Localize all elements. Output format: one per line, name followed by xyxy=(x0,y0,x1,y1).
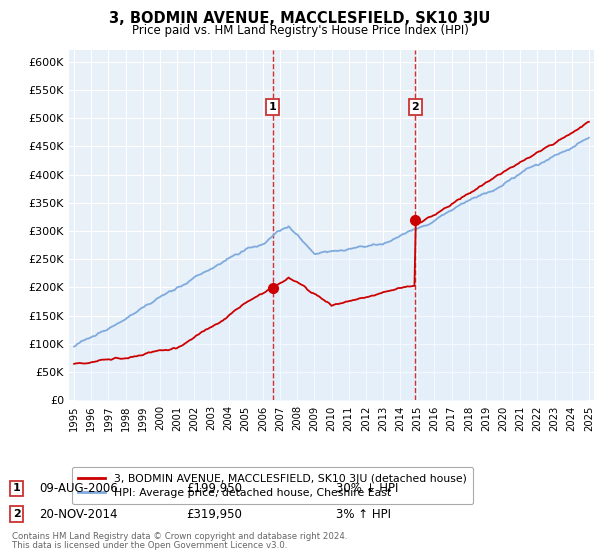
Text: 20-NOV-2014: 20-NOV-2014 xyxy=(39,507,118,521)
Text: 3, BODMIN AVENUE, MACCLESFIELD, SK10 3JU: 3, BODMIN AVENUE, MACCLESFIELD, SK10 3JU xyxy=(109,11,491,26)
Legend: 3, BODMIN AVENUE, MACCLESFIELD, SK10 3JU (detached house), HPI: Average price, d: 3, BODMIN AVENUE, MACCLESFIELD, SK10 3JU… xyxy=(72,467,473,505)
Text: Contains HM Land Registry data © Crown copyright and database right 2024.: Contains HM Land Registry data © Crown c… xyxy=(12,532,347,541)
Text: 30% ↓ HPI: 30% ↓ HPI xyxy=(336,482,398,495)
Text: £199,950: £199,950 xyxy=(186,482,242,495)
Text: 1: 1 xyxy=(13,483,20,493)
Text: 3% ↑ HPI: 3% ↑ HPI xyxy=(336,507,391,521)
Text: 09-AUG-2006: 09-AUG-2006 xyxy=(39,482,118,495)
Text: 1: 1 xyxy=(269,102,277,112)
Text: 2: 2 xyxy=(13,509,20,519)
Text: This data is licensed under the Open Government Licence v3.0.: This data is licensed under the Open Gov… xyxy=(12,541,287,550)
Text: 2: 2 xyxy=(412,102,419,112)
Text: £319,950: £319,950 xyxy=(186,507,242,521)
Text: Price paid vs. HM Land Registry's House Price Index (HPI): Price paid vs. HM Land Registry's House … xyxy=(131,24,469,37)
